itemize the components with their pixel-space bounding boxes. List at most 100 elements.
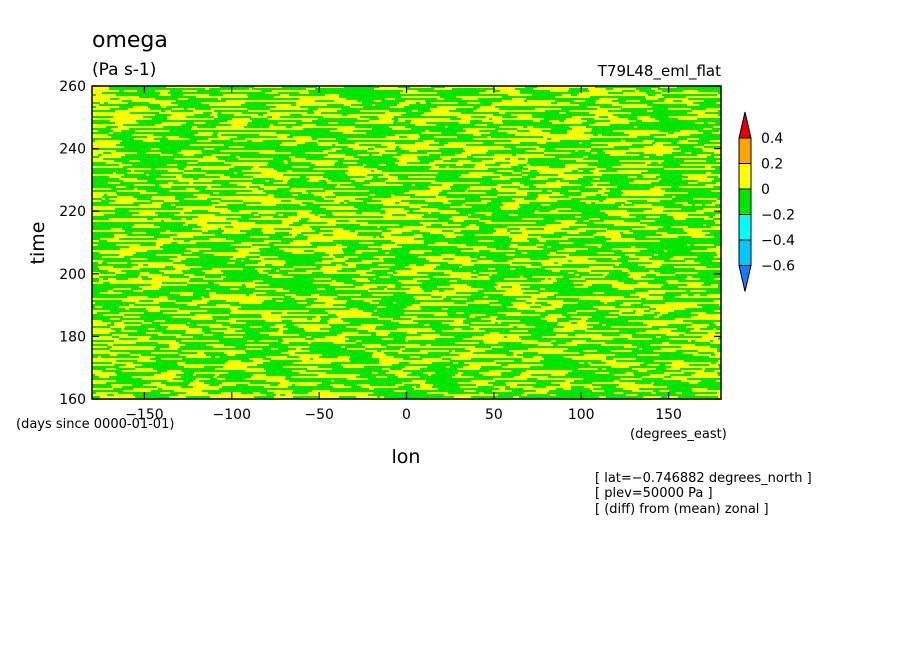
field-cell (110, 238, 115, 240)
field-cell (186, 268, 190, 270)
field-cell (316, 316, 320, 318)
field-cell (284, 162, 288, 164)
field-cell (610, 282, 624, 284)
field-cell (707, 376, 721, 378)
field-cell (196, 316, 199, 318)
colorbar: 0.40.20−0.2−0.4−0.6 (738, 111, 795, 292)
field-cell (281, 342, 289, 344)
field-cell (381, 218, 401, 220)
field-cell (450, 106, 473, 108)
field-cell (649, 330, 671, 332)
field-cell (134, 224, 145, 226)
field-cell (317, 288, 325, 290)
field-cell (363, 164, 366, 166)
chart-title: omega (92, 28, 168, 53)
field-cell (276, 270, 279, 272)
field-cell (231, 164, 252, 166)
field-cell (222, 232, 246, 234)
field-cell (534, 248, 543, 250)
field-cell (187, 94, 209, 96)
field-cell (384, 236, 408, 238)
field-cell (470, 350, 485, 352)
field-cell (256, 192, 266, 194)
field-cell (109, 156, 121, 158)
field-cell (156, 244, 163, 246)
field-cell (205, 88, 209, 90)
field-cell (483, 278, 490, 280)
field-cell (116, 186, 126, 188)
field-cell (418, 256, 437, 258)
field-cell (321, 114, 342, 116)
field-cell (412, 110, 418, 112)
field-cell (517, 132, 528, 134)
field-cell (510, 386, 518, 388)
field-cell (456, 212, 459, 214)
field-cell (463, 338, 467, 340)
field-cell (621, 204, 624, 206)
field-cell (336, 314, 358, 316)
field-cell (551, 340, 556, 342)
field-cell (356, 334, 361, 336)
field-cell (637, 206, 644, 208)
field-cell (314, 278, 323, 280)
field-cell (657, 314, 662, 316)
field-cell (374, 324, 383, 326)
field-cell (187, 162, 198, 164)
field-cell (368, 290, 388, 292)
field-cell (92, 104, 99, 106)
field-cell (116, 342, 136, 344)
field-cell (230, 312, 251, 314)
field-cell (400, 348, 405, 350)
field-cell (430, 108, 450, 110)
field-cell (212, 252, 228, 254)
field-cell (414, 388, 438, 390)
field-cell (109, 112, 130, 114)
field-cell (469, 316, 475, 318)
field-cell (611, 326, 624, 328)
field-cell (207, 186, 211, 188)
field-cell (672, 290, 686, 292)
field-cell (246, 204, 266, 206)
field-cell (152, 280, 167, 282)
field-cell (285, 222, 293, 224)
field-cell (255, 226, 258, 228)
field-cell (577, 230, 586, 232)
field-cell (398, 376, 403, 378)
field-cell (114, 322, 117, 324)
field-cell (108, 182, 120, 184)
field-cell (231, 336, 243, 338)
field-cell (412, 304, 421, 306)
field-cell (138, 264, 143, 266)
field-cell (509, 340, 532, 342)
field-cell (356, 340, 361, 342)
field-cell (494, 326, 513, 328)
field-cell (617, 118, 623, 120)
field-cell (338, 316, 359, 318)
field-cell (349, 238, 363, 240)
field-cell (492, 146, 504, 148)
field-cell (646, 216, 660, 218)
field-cell (633, 326, 652, 328)
field-cell (468, 348, 473, 350)
field-cell (593, 334, 602, 336)
field-cell (517, 116, 532, 118)
field-cell (166, 230, 170, 232)
field-cell (278, 262, 286, 264)
field-cell (331, 148, 341, 150)
field-cell (692, 382, 698, 384)
field-cell (646, 298, 663, 300)
field-cell (243, 212, 251, 214)
field-cell (434, 136, 457, 138)
field-cell (92, 332, 110, 334)
field-cell (272, 224, 284, 226)
field-cell (498, 190, 518, 192)
field-cell (621, 164, 632, 166)
field-cell (612, 104, 634, 106)
field-cell (577, 228, 582, 230)
field-cell (237, 364, 257, 366)
field-cell (231, 222, 255, 224)
field-cell (114, 234, 127, 236)
field-cell (437, 106, 450, 108)
field-cell (209, 238, 226, 240)
field-cell (624, 346, 637, 348)
